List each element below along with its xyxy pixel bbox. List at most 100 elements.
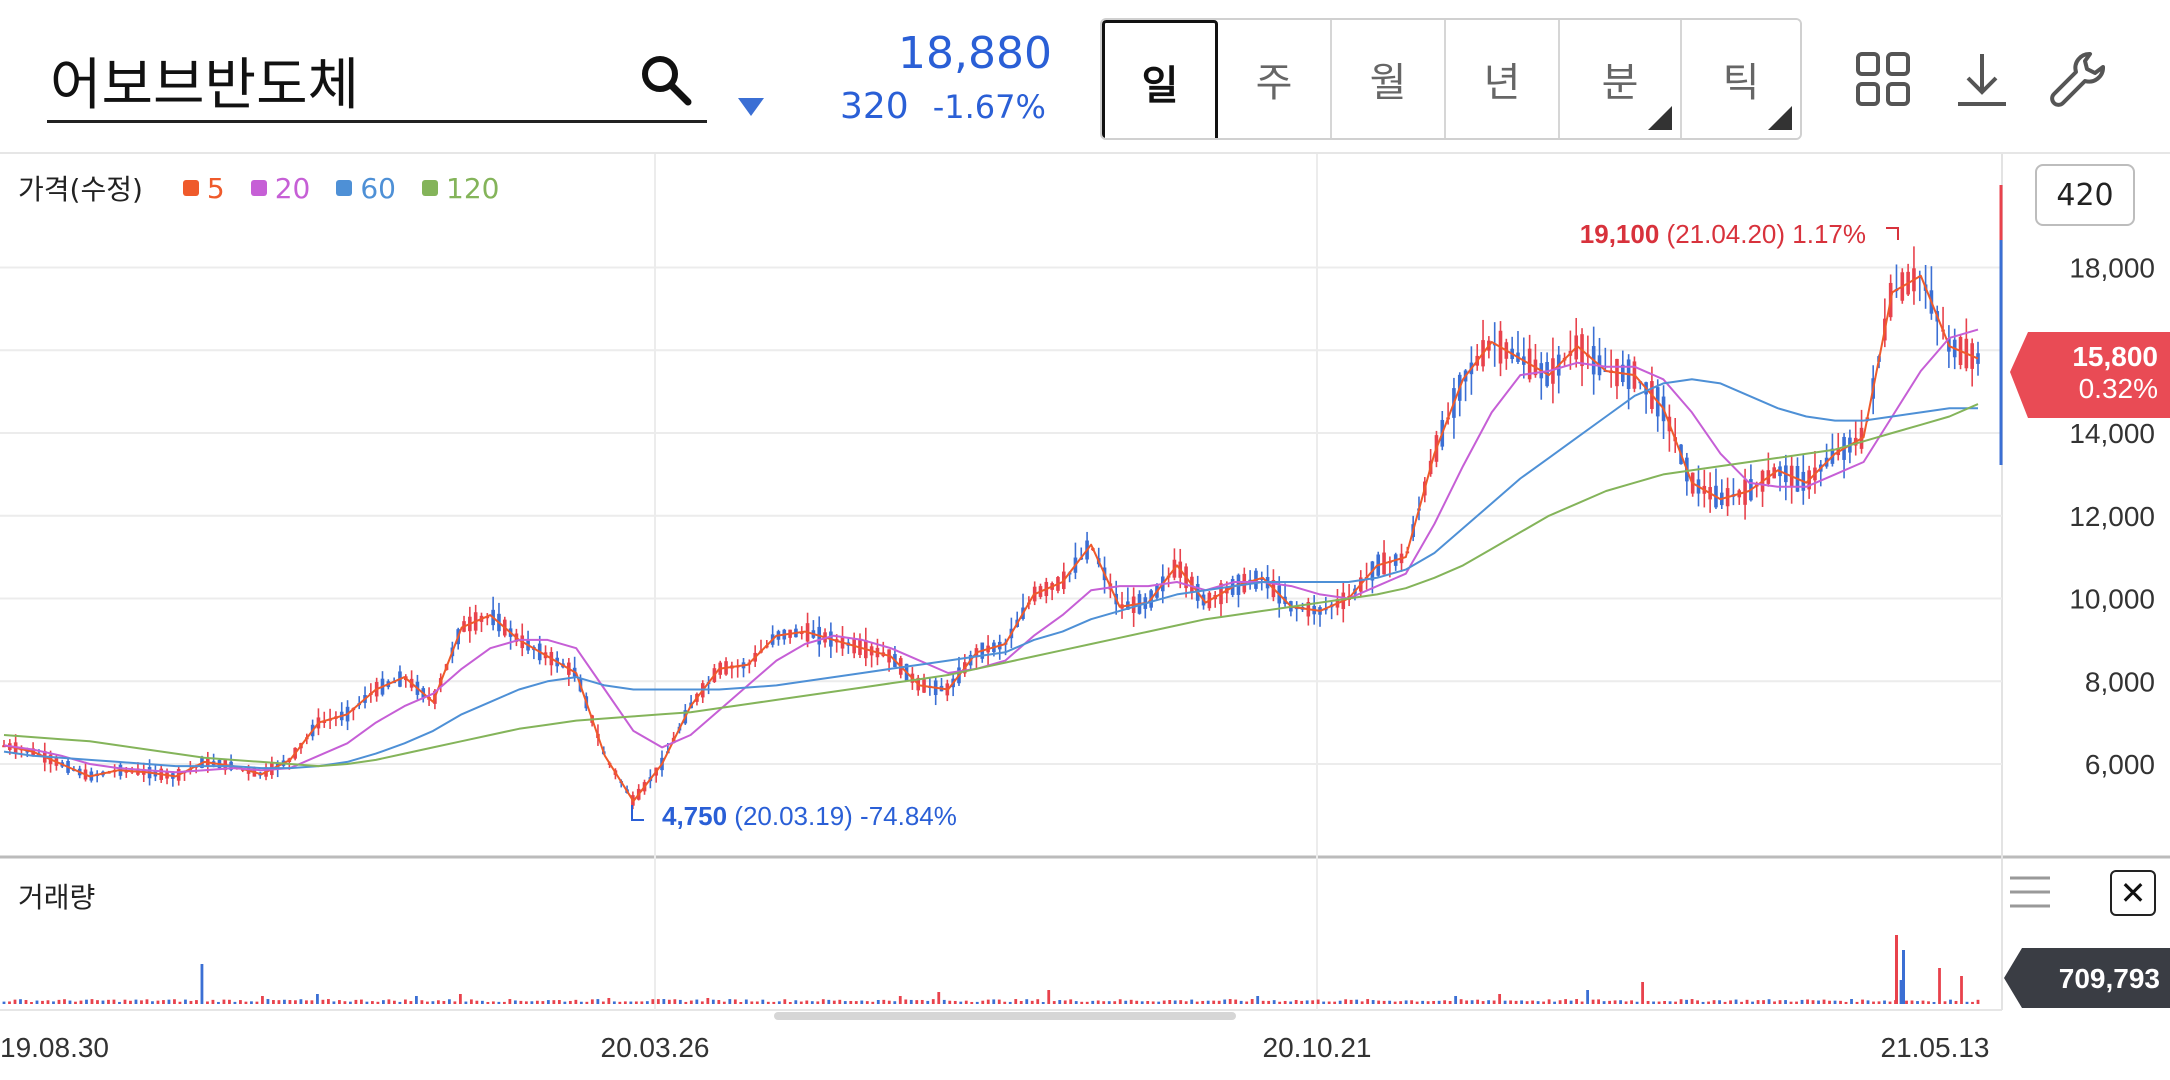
candle-body — [1347, 595, 1351, 600]
legend-ma20[interactable]: 20 — [250, 172, 310, 205]
candle-body — [112, 769, 117, 773]
candle-body — [293, 747, 297, 759]
volume-bar — [1844, 1001, 1848, 1004]
tab-week[interactable]: 주 — [1218, 20, 1332, 138]
tab-minute[interactable]: 분 — [1560, 20, 1682, 138]
volume-bar — [1872, 1001, 1875, 1004]
volume-bar — [607, 998, 611, 1004]
candle-body — [1900, 272, 1905, 301]
tab-year[interactable]: 년 — [1446, 20, 1560, 138]
candle-body — [427, 697, 431, 700]
volume-bar — [1932, 1001, 1936, 1004]
volume-bar — [865, 1001, 869, 1004]
volume-tag-value: 709,793 — [2059, 963, 2160, 994]
candle-body — [497, 613, 501, 632]
volume-bar — [1712, 1000, 1716, 1004]
volume-bar — [667, 999, 671, 1004]
volume-bar — [1377, 1000, 1381, 1004]
volume-bar — [211, 999, 215, 1004]
volume-bar — [1014, 999, 1018, 1004]
volume-tag-bg — [2004, 948, 2170, 1008]
candle-body — [1492, 343, 1497, 346]
legend-ma5[interactable]: 5 — [182, 172, 225, 205]
candle-body — [409, 678, 414, 688]
candle-body — [1434, 435, 1439, 462]
candles — [2, 246, 1980, 810]
candle-body — [1294, 605, 1299, 610]
chevron-down-icon[interactable] — [738, 98, 764, 116]
volume-bar — [695, 999, 699, 1004]
candle-body — [1947, 338, 1951, 352]
close-icon[interactable]: ✕ — [2110, 870, 2156, 916]
grid-icon[interactable] — [1852, 48, 1916, 112]
volume-bar — [1883, 1000, 1886, 1004]
download-icon[interactable] — [1950, 48, 2014, 112]
candle-body — [1289, 601, 1293, 612]
volume-bar — [112, 999, 116, 1004]
candle-body — [759, 650, 763, 653]
candle-body — [508, 628, 513, 637]
candle-body — [60, 762, 65, 767]
legend-ma120[interactable]: 120 — [422, 172, 499, 205]
stock-name[interactable]: 어보브반도체 — [50, 53, 360, 118]
volume-bar — [68, 1000, 72, 1004]
candle-body — [339, 711, 344, 721]
tab-month[interactable]: 월 — [1332, 20, 1446, 138]
candle-body — [1201, 594, 1206, 606]
candle-body — [997, 641, 1002, 650]
volume-bar — [371, 1001, 374, 1004]
volume-bar — [645, 1001, 649, 1004]
volume-bar — [299, 999, 303, 1004]
volume-bar — [1745, 999, 1749, 1004]
volume-bar — [1481, 1001, 1485, 1004]
volume-bar — [656, 999, 660, 1004]
candle-body — [805, 623, 810, 642]
candle-body — [1894, 289, 1899, 292]
volume-bar — [35, 1000, 39, 1004]
volume-bar — [1168, 1000, 1172, 1004]
candle-body — [1685, 457, 1689, 482]
volume-bar — [145, 999, 149, 1004]
wrench-icon[interactable] — [2046, 48, 2110, 112]
tab-day[interactable]: 일 — [1102, 20, 1218, 138]
volume-bar — [1784, 1000, 1787, 1004]
volume-bar — [41, 1000, 44, 1004]
menu-icon[interactable] — [2008, 874, 2052, 910]
candle-body — [1120, 604, 1124, 609]
volume-bar — [761, 999, 765, 1004]
candle-body — [159, 768, 164, 780]
candle-body — [171, 773, 175, 779]
search-icon[interactable] — [638, 52, 694, 108]
volume-bar — [447, 999, 451, 1004]
volume-bar — [431, 1001, 435, 1004]
candle-body — [1207, 592, 1212, 609]
candle-body — [473, 612, 478, 631]
volume-bar — [1179, 1000, 1183, 1004]
candle-body — [823, 632, 827, 643]
candle-body — [1609, 370, 1613, 374]
y-tick-label: 14,000 — [2069, 418, 2155, 449]
volume-chart-title: 거래량 — [18, 881, 96, 914]
volume-bar — [1212, 1000, 1216, 1004]
volume-bar — [585, 1001, 589, 1004]
candle-body — [316, 717, 321, 729]
y-tick-label: 10,000 — [2069, 584, 2155, 615]
volume-bar — [1564, 999, 1568, 1004]
volume-bar — [1938, 968, 1941, 1004]
volume-bar — [579, 1001, 583, 1004]
legend-ma60[interactable]: 60 — [336, 172, 396, 205]
candle-body — [1556, 354, 1561, 376]
period-count-box[interactable]: 420 — [2035, 164, 2135, 226]
candle-body — [491, 609, 495, 626]
scrollbar-thumb[interactable] — [774, 1012, 1236, 1020]
volume-bar — [1157, 1001, 1161, 1004]
candle-body — [858, 640, 862, 655]
volume-bar — [74, 1001, 77, 1004]
candle-body — [1032, 586, 1037, 602]
volume-bar — [1085, 1001, 1089, 1004]
volume-bar — [849, 1000, 853, 1004]
candle-body — [945, 683, 950, 696]
tab-tick[interactable]: 틱 — [1682, 20, 1800, 138]
volume-bar — [1146, 1001, 1150, 1004]
